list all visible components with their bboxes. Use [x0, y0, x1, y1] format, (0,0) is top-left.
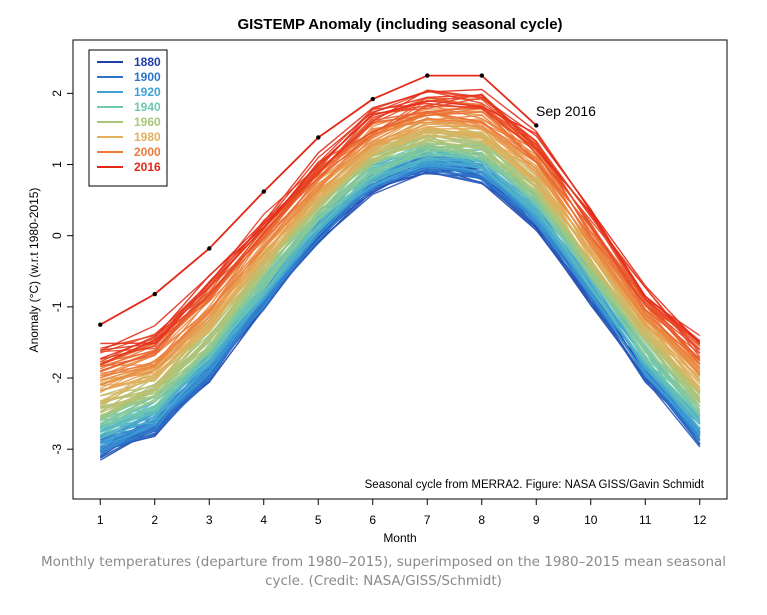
legend-box [88, 49, 168, 187]
y-axis-label: Anomaly (°C) (w.r.t 1980-2015) [27, 188, 41, 353]
legend-label: 1900 [134, 70, 161, 84]
x-tick-label: 4 [260, 513, 267, 527]
series-line [100, 100, 701, 360]
legend-label: 1920 [134, 85, 161, 99]
annotation-sep-2016: Sep 2016 [536, 103, 596, 119]
x-tick-label: 2 [151, 513, 158, 527]
data-point-2016 [207, 246, 212, 251]
figure-caption: Monthly temperatures (departure from 198… [40, 554, 727, 589]
data-point-2016 [316, 135, 321, 140]
series-line [100, 117, 701, 379]
series-2016-points [98, 73, 539, 327]
y-tick-label: 0 [50, 232, 64, 239]
x-tick-label: 11 [639, 513, 652, 527]
data-point-2016 [370, 96, 375, 102]
x-tick-label: 3 [206, 513, 213, 527]
series-line [100, 129, 701, 417]
x-axis-label: Month [383, 531, 416, 545]
series-line [100, 110, 701, 366]
legend-label: 1980 [134, 130, 161, 144]
legend-label: 1940 [134, 100, 161, 114]
data-point-2016 [261, 189, 266, 194]
series-line [100, 88, 701, 352]
x-tick-label: 5 [315, 513, 322, 527]
data-point-2016 [534, 123, 539, 128]
data-point-2016 [425, 73, 430, 78]
chart: GISTEMP Anomaly (including seasonal cycl… [27, 16, 728, 545]
series-line [100, 103, 701, 379]
data-point-2016 [152, 291, 157, 297]
series-line [100, 90, 701, 363]
series-line [100, 111, 701, 383]
y-tick-label: -2 [50, 372, 64, 383]
legend-label: 2016 [134, 160, 161, 174]
y-tick-label: 2 [50, 90, 64, 97]
plot-frame [72, 39, 728, 500]
series-line [100, 129, 701, 404]
x-tick-label: 6 [369, 513, 376, 527]
x-tick-label: 1 [97, 513, 104, 527]
legend-label: 1880 [134, 55, 161, 69]
chart-title: GISTEMP Anomaly (including seasonal cycl… [237, 16, 562, 33]
x-tick-label: 10 [584, 513, 598, 527]
data-point-2016 [479, 73, 484, 78]
legend-label: 1960 [134, 115, 161, 129]
y-axis: -3 -2 -1 0 1 2 [50, 90, 73, 455]
series-lines [99, 74, 701, 461]
x-axis: 1 2 3 4 5 6 7 8 9 10 11 12 [97, 499, 707, 527]
y-tick-label: -1 [50, 301, 64, 312]
y-tick-label: -3 [50, 444, 64, 455]
x-tick-label: 9 [533, 513, 540, 527]
x-tick-label: 12 [693, 513, 707, 527]
y-tick-label: 1 [50, 161, 64, 168]
series-line [100, 96, 701, 366]
annotation-credit: Seasonal cycle from MERRA2. Figure: NASA… [365, 479, 705, 491]
x-tick-label: 8 [478, 513, 485, 527]
series-line [100, 94, 701, 345]
legend-label: 2000 [134, 145, 161, 159]
x-tick-label: 7 [424, 513, 431, 527]
data-point-2016 [98, 322, 103, 327]
